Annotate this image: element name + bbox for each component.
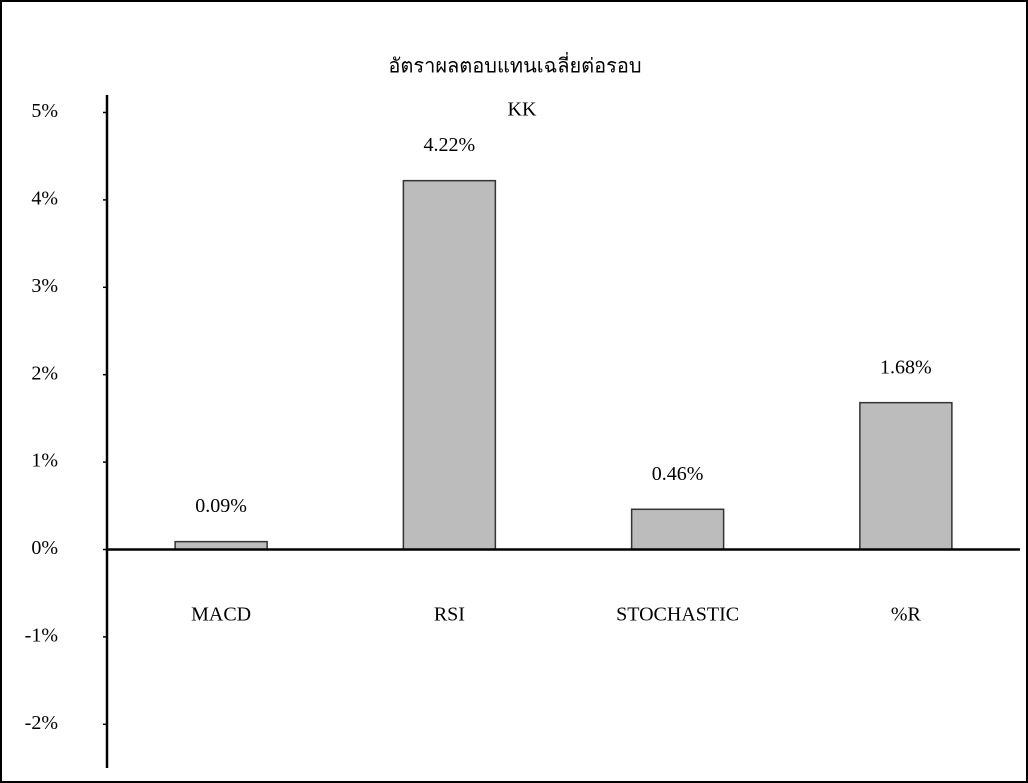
y-tick-label: 0% xyxy=(31,537,58,559)
chart-title: อัตราผลตอบแทนเฉลี่ยต่อรอบ xyxy=(388,52,641,78)
y-tick-label: 5% xyxy=(31,100,58,122)
value-label: 4.22% xyxy=(424,134,476,156)
value-label: 0.46% xyxy=(652,463,704,485)
y-tick-label: 1% xyxy=(31,450,58,472)
y-tick-label: -2% xyxy=(25,712,58,734)
y-tick-label: 4% xyxy=(31,187,58,209)
bar xyxy=(403,181,495,550)
y-tick-label: 2% xyxy=(31,362,58,384)
chart-subtitle: KK xyxy=(508,99,537,121)
x-tick-label: RSI xyxy=(434,604,465,626)
chart: อัตราผลตอบแทนเฉลี่ยต่อรอบ KK -2% -1% 0% 1% 2… xyxy=(0,0,1028,783)
y-tick-label: -1% xyxy=(25,624,58,646)
value-label: 0.09% xyxy=(195,495,247,517)
x-tick-label: STOCHASTIC xyxy=(616,604,739,626)
x-tick-label: %R xyxy=(891,604,922,626)
value-label: 1.68% xyxy=(880,356,932,378)
x-tick-label: MACD xyxy=(191,604,251,626)
bar xyxy=(632,509,724,549)
bar xyxy=(860,403,952,550)
y-tick-label: 3% xyxy=(31,275,58,297)
